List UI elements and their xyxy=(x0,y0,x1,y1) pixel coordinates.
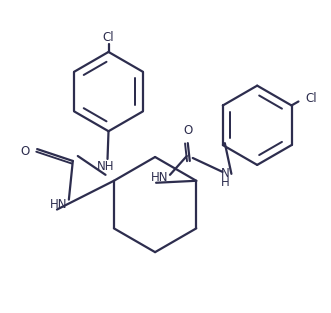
Text: H: H xyxy=(221,176,230,189)
Text: Cl: Cl xyxy=(103,31,114,44)
Text: O: O xyxy=(20,145,29,157)
Text: N: N xyxy=(221,167,230,180)
Text: O: O xyxy=(183,124,192,137)
Text: HN: HN xyxy=(151,171,169,184)
Text: HN: HN xyxy=(50,198,68,211)
Text: NH: NH xyxy=(97,160,114,173)
Text: Cl: Cl xyxy=(306,92,317,105)
